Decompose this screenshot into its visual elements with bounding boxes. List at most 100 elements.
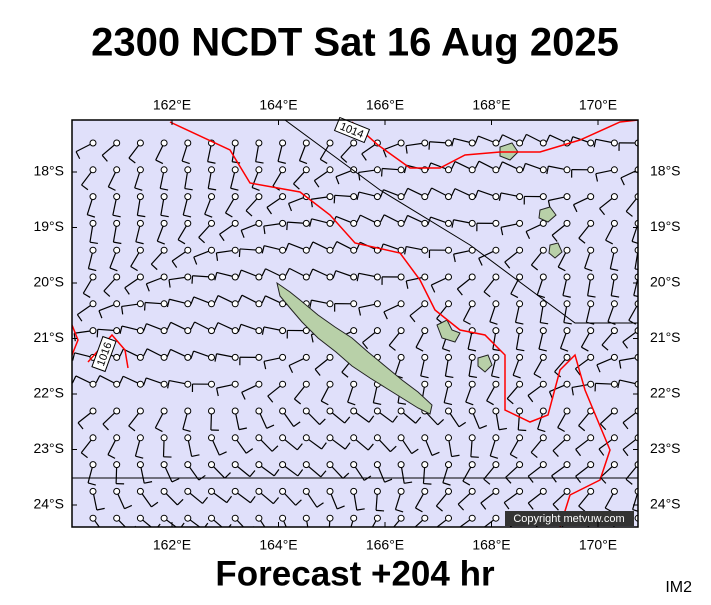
barb-station — [232, 488, 238, 494]
barb-station — [588, 194, 594, 200]
barb-station — [256, 435, 262, 441]
barb-station — [161, 381, 167, 387]
barb-station — [588, 247, 594, 253]
barb-station — [517, 274, 523, 280]
barb-station — [493, 381, 499, 387]
barb-flag — [192, 276, 193, 284]
barb-station — [327, 140, 333, 146]
barb-station — [114, 220, 120, 226]
barb-station — [398, 462, 404, 468]
barb-station — [90, 435, 96, 441]
barb-station — [469, 381, 475, 387]
barb-station — [280, 194, 286, 200]
barb-station — [469, 408, 475, 414]
barb-station — [540, 247, 546, 253]
barb-station — [114, 328, 120, 334]
barb-station — [209, 515, 215, 521]
lat-tick-label: 20°S — [33, 274, 64, 290]
barb-station — [422, 515, 428, 521]
barb-station — [564, 354, 570, 360]
barb-station — [611, 167, 617, 173]
lon-tick-label: 170°E — [579, 537, 617, 553]
barb-station — [398, 408, 404, 414]
barb-station — [185, 167, 191, 173]
barb-station — [422, 381, 428, 387]
barb-station — [374, 462, 380, 468]
barb-station — [540, 381, 546, 387]
barb-flag — [376, 510, 384, 511]
barb-station — [469, 301, 475, 307]
barb-station — [256, 220, 262, 226]
barb-station — [90, 167, 96, 173]
barb-station — [327, 408, 333, 414]
barb-station — [280, 247, 286, 253]
barb-station — [232, 515, 238, 521]
barb-station — [327, 301, 333, 307]
barb-station — [185, 435, 191, 441]
barb-station — [611, 435, 617, 441]
barb-station — [90, 247, 96, 253]
barb-flag — [433, 530, 438, 536]
barb-station — [446, 435, 452, 441]
barb-station — [611, 408, 617, 414]
barb-station — [303, 435, 309, 441]
barb-station — [398, 301, 404, 307]
barb-station — [161, 247, 167, 253]
barb-station — [446, 462, 452, 468]
barb-station — [588, 301, 594, 307]
barb-station — [398, 167, 404, 173]
barb-station — [540, 140, 546, 146]
barb-station — [161, 435, 167, 441]
lat-tick-label: 19°S — [650, 218, 681, 234]
barb-station — [137, 167, 143, 173]
barb-station — [611, 381, 617, 387]
barb-station — [493, 354, 499, 360]
barb-station — [374, 488, 380, 494]
barb-station — [90, 515, 96, 521]
barb-station — [303, 381, 309, 387]
barb-station — [161, 328, 167, 334]
barb-station — [564, 301, 570, 307]
barb-station — [209, 408, 215, 414]
barb-flag — [145, 303, 146, 311]
barb-station — [256, 328, 262, 334]
barb-station — [351, 515, 357, 521]
barb-station — [517, 247, 523, 253]
barb-station — [114, 515, 120, 521]
barb-station — [114, 167, 120, 173]
barb-flag — [518, 430, 526, 431]
barb-station — [446, 140, 452, 146]
barb-station — [256, 140, 262, 146]
barb-station — [564, 381, 570, 387]
barb-station — [374, 167, 380, 173]
barb-station — [90, 194, 96, 200]
barb-station — [422, 220, 428, 226]
barb-station — [351, 274, 357, 280]
barb-station — [446, 301, 452, 307]
barb-station — [469, 515, 475, 521]
barb-station — [161, 488, 167, 494]
barb-station — [161, 220, 167, 226]
barb-station — [398, 220, 404, 226]
barb-station — [137, 220, 143, 226]
barb-station — [280, 220, 286, 226]
barb-station — [90, 220, 96, 226]
barb-station — [540, 194, 546, 200]
barb-station — [256, 274, 262, 280]
barb-flag — [104, 529, 111, 534]
barb-station — [280, 462, 286, 468]
barb-station — [114, 247, 120, 253]
barb-station — [280, 167, 286, 173]
barb-station — [137, 488, 143, 494]
barb-station — [564, 435, 570, 441]
barb-station — [564, 194, 570, 200]
lat-tick-label: 18°S — [33, 163, 64, 179]
lon-tick-label: 166°E — [366, 537, 404, 553]
barb-station — [303, 408, 309, 414]
lat-tick-label: 18°S — [650, 163, 681, 179]
barb-station — [209, 381, 215, 387]
barb-station — [137, 354, 143, 360]
barb-flag — [290, 533, 297, 536]
barb-station — [256, 515, 262, 521]
barb-station — [493, 435, 499, 441]
